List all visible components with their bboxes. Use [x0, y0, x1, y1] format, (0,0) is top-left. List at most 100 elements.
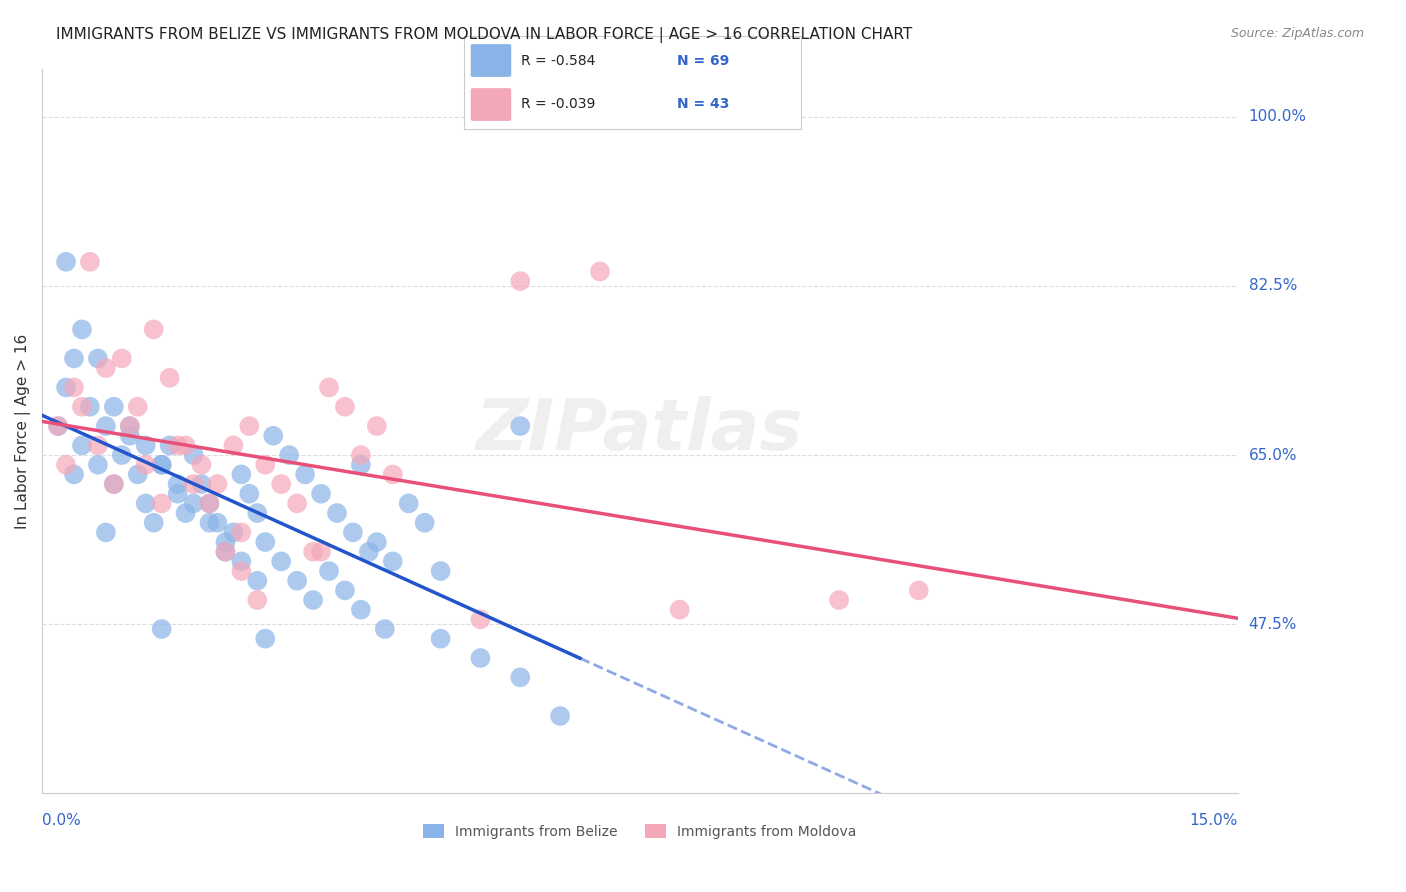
- Point: [342, 525, 364, 540]
- Point: [103, 400, 125, 414]
- Point: [333, 583, 356, 598]
- Point: [127, 400, 149, 414]
- Point: [509, 419, 531, 434]
- Point: [231, 554, 253, 568]
- Point: [94, 525, 117, 540]
- Point: [190, 477, 212, 491]
- Point: [381, 554, 404, 568]
- Point: [174, 506, 197, 520]
- Point: [127, 467, 149, 482]
- Text: N = 43: N = 43: [676, 97, 728, 111]
- Point: [381, 467, 404, 482]
- Text: 100.0%: 100.0%: [1249, 110, 1306, 124]
- Point: [55, 380, 77, 394]
- Point: [214, 545, 236, 559]
- Point: [509, 274, 531, 288]
- Point: [350, 448, 373, 462]
- Point: [166, 438, 188, 452]
- Point: [111, 448, 134, 462]
- Point: [366, 419, 388, 434]
- Point: [302, 545, 325, 559]
- Point: [374, 622, 396, 636]
- Point: [118, 429, 141, 443]
- Point: [159, 438, 181, 452]
- Point: [270, 554, 292, 568]
- Point: [270, 477, 292, 491]
- Point: [326, 506, 349, 520]
- Point: [413, 516, 436, 530]
- Text: 47.5%: 47.5%: [1249, 616, 1296, 632]
- Point: [198, 516, 221, 530]
- Point: [142, 322, 165, 336]
- Point: [350, 458, 373, 472]
- Point: [63, 351, 86, 366]
- Point: [238, 419, 260, 434]
- Point: [246, 506, 269, 520]
- Point: [150, 458, 173, 472]
- Point: [46, 419, 69, 434]
- Point: [470, 612, 492, 626]
- Point: [150, 622, 173, 636]
- Text: ZIPatlas: ZIPatlas: [477, 396, 803, 466]
- Point: [254, 535, 277, 549]
- Point: [214, 545, 236, 559]
- Point: [214, 535, 236, 549]
- Point: [103, 477, 125, 491]
- Point: [111, 351, 134, 366]
- Text: IMMIGRANTS FROM BELIZE VS IMMIGRANTS FROM MOLDOVA IN LABOR FORCE | AGE > 16 CORR: IMMIGRANTS FROM BELIZE VS IMMIGRANTS FRO…: [56, 27, 912, 43]
- Point: [366, 535, 388, 549]
- Point: [222, 438, 245, 452]
- Point: [350, 603, 373, 617]
- Point: [238, 487, 260, 501]
- Point: [79, 254, 101, 268]
- Point: [166, 487, 188, 501]
- Point: [907, 583, 929, 598]
- Point: [70, 322, 93, 336]
- Point: [79, 400, 101, 414]
- Point: [94, 419, 117, 434]
- Text: 82.5%: 82.5%: [1249, 278, 1296, 293]
- Y-axis label: In Labor Force | Age > 16: In Labor Force | Age > 16: [15, 334, 31, 529]
- Point: [63, 380, 86, 394]
- Point: [87, 438, 110, 452]
- Point: [55, 254, 77, 268]
- Point: [548, 709, 571, 723]
- Point: [207, 516, 229, 530]
- Point: [231, 564, 253, 578]
- Point: [318, 564, 340, 578]
- Point: [207, 477, 229, 491]
- Point: [198, 496, 221, 510]
- Point: [398, 496, 420, 510]
- Point: [159, 371, 181, 385]
- Point: [118, 419, 141, 434]
- Point: [309, 545, 332, 559]
- Point: [87, 351, 110, 366]
- Text: N = 69: N = 69: [676, 54, 728, 68]
- Text: 0.0%: 0.0%: [42, 813, 82, 828]
- Point: [278, 448, 301, 462]
- Point: [55, 458, 77, 472]
- Point: [318, 380, 340, 394]
- Point: [135, 438, 157, 452]
- Legend: Immigrants from Belize, Immigrants from Moldova: Immigrants from Belize, Immigrants from …: [418, 819, 862, 845]
- Point: [254, 632, 277, 646]
- Point: [135, 458, 157, 472]
- Point: [166, 477, 188, 491]
- Point: [246, 593, 269, 607]
- Point: [357, 545, 380, 559]
- Text: R = -0.039: R = -0.039: [522, 97, 596, 111]
- Point: [262, 429, 284, 443]
- Point: [246, 574, 269, 588]
- Point: [285, 496, 308, 510]
- Point: [103, 477, 125, 491]
- Point: [183, 496, 205, 510]
- Text: R = -0.584: R = -0.584: [522, 54, 596, 68]
- Point: [190, 458, 212, 472]
- Point: [46, 419, 69, 434]
- Point: [333, 400, 356, 414]
- Point: [150, 458, 173, 472]
- Point: [150, 496, 173, 510]
- Point: [294, 467, 316, 482]
- FancyBboxPatch shape: [471, 44, 512, 77]
- Text: Source: ZipAtlas.com: Source: ZipAtlas.com: [1230, 27, 1364, 40]
